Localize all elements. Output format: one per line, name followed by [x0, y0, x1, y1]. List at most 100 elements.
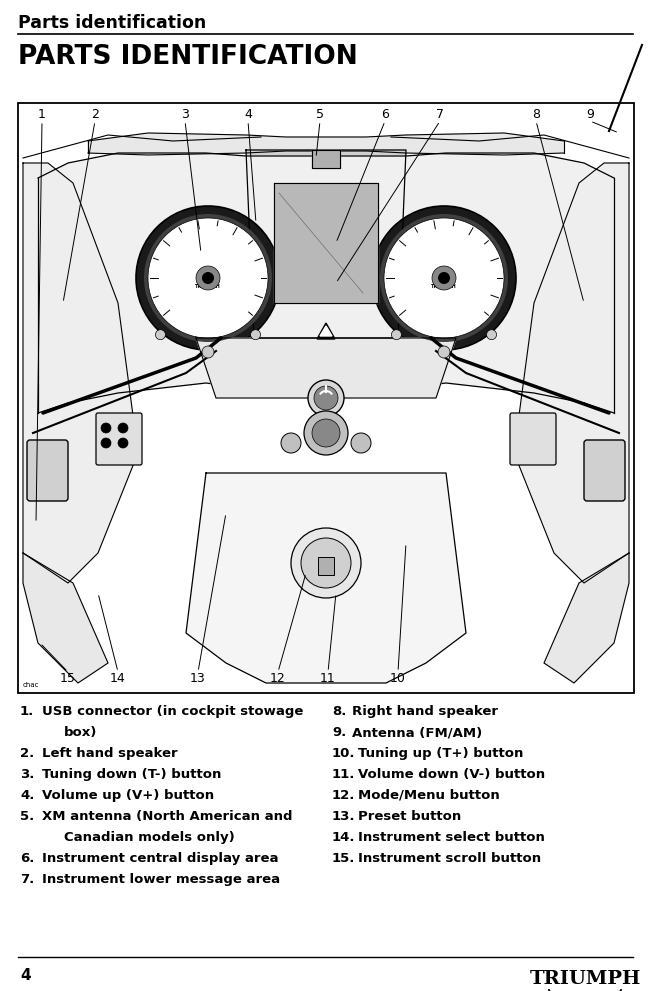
Text: Volume down (V-) button: Volume down (V-) button: [358, 768, 545, 781]
Text: Instrument select button: Instrument select button: [358, 831, 545, 844]
Polygon shape: [38, 153, 614, 413]
Circle shape: [304, 411, 348, 455]
Polygon shape: [88, 133, 564, 155]
FancyBboxPatch shape: [96, 413, 142, 465]
Text: Instrument scroll button: Instrument scroll button: [358, 852, 541, 865]
Circle shape: [351, 433, 371, 453]
Circle shape: [202, 346, 214, 358]
Polygon shape: [186, 473, 466, 683]
Text: 10.: 10.: [332, 747, 355, 760]
Text: XM antenna (North American and: XM antenna (North American and: [42, 810, 292, 823]
Text: USB connector (in cockpit stowage: USB connector (in cockpit stowage: [42, 705, 303, 718]
Text: 5.: 5.: [20, 810, 35, 823]
Circle shape: [148, 218, 268, 338]
Polygon shape: [514, 163, 629, 583]
Text: 9: 9: [586, 108, 594, 122]
Text: 11: 11: [320, 672, 336, 685]
Text: 13: 13: [190, 672, 206, 685]
Text: Preset button: Preset button: [358, 810, 462, 823]
Text: 15.: 15.: [332, 852, 355, 865]
Circle shape: [101, 438, 111, 448]
Text: 15: 15: [60, 672, 76, 685]
Circle shape: [432, 266, 456, 290]
Circle shape: [281, 433, 301, 453]
Text: 5: 5: [316, 108, 324, 122]
Text: TRIUMPH: TRIUMPH: [195, 283, 221, 288]
Text: 4.: 4.: [20, 789, 35, 802]
Text: 13.: 13.: [332, 810, 355, 823]
Circle shape: [391, 330, 402, 340]
Text: 6: 6: [381, 108, 389, 122]
Polygon shape: [317, 323, 335, 339]
Circle shape: [380, 214, 508, 342]
Circle shape: [312, 419, 340, 447]
Polygon shape: [544, 553, 629, 683]
Text: 14.: 14.: [332, 831, 355, 844]
Circle shape: [291, 528, 361, 598]
Text: 1.: 1.: [20, 705, 35, 718]
Text: 8.: 8.: [332, 705, 346, 718]
FancyBboxPatch shape: [27, 440, 68, 501]
Polygon shape: [312, 150, 340, 168]
Text: 4: 4: [244, 108, 252, 122]
Text: 1: 1: [38, 108, 46, 122]
Text: 7: 7: [436, 108, 444, 122]
Circle shape: [101, 423, 111, 433]
Text: 7.: 7.: [20, 873, 35, 886]
Circle shape: [372, 206, 516, 350]
Circle shape: [314, 386, 338, 410]
Text: TRIUMPH: TRIUMPH: [431, 283, 457, 288]
Polygon shape: [320, 326, 332, 336]
Text: 12: 12: [270, 672, 286, 685]
Polygon shape: [274, 183, 378, 303]
Polygon shape: [246, 150, 406, 338]
Circle shape: [196, 266, 220, 290]
Text: TRIUMPH: TRIUMPH: [529, 970, 641, 988]
Text: 11.: 11.: [332, 768, 355, 781]
Polygon shape: [23, 163, 138, 583]
Circle shape: [438, 346, 450, 358]
Circle shape: [438, 272, 450, 284]
Text: 6.: 6.: [20, 852, 35, 865]
Text: Antenna (FM/AM): Antenna (FM/AM): [352, 726, 482, 739]
Circle shape: [384, 218, 504, 338]
Polygon shape: [23, 553, 108, 683]
Text: 2: 2: [91, 108, 99, 122]
Text: Instrument lower message area: Instrument lower message area: [42, 873, 280, 886]
Text: Left hand speaker: Left hand speaker: [42, 747, 178, 760]
Text: Instrument central display area: Instrument central display area: [42, 852, 279, 865]
Circle shape: [144, 214, 272, 342]
Circle shape: [118, 423, 128, 433]
FancyBboxPatch shape: [584, 440, 625, 501]
FancyBboxPatch shape: [510, 413, 556, 465]
Circle shape: [136, 206, 280, 350]
Polygon shape: [196, 338, 456, 398]
Text: Tuning up (T+) button: Tuning up (T+) button: [358, 747, 523, 760]
Circle shape: [308, 380, 344, 416]
Text: 9.: 9.: [332, 726, 346, 739]
Text: 8: 8: [532, 108, 540, 122]
Text: 3.: 3.: [20, 768, 35, 781]
Text: chac: chac: [23, 682, 40, 688]
Text: 14: 14: [110, 672, 126, 685]
Text: PARTS IDENTIFICATION: PARTS IDENTIFICATION: [18, 44, 358, 70]
Bar: [18, 103, 634, 693]
Circle shape: [156, 330, 165, 340]
Text: 4: 4: [20, 968, 31, 983]
Text: Canadian models only): Canadian models only): [64, 831, 235, 844]
Text: Tuning down (T-) button: Tuning down (T-) button: [42, 768, 221, 781]
Circle shape: [301, 538, 351, 588]
Bar: [318, 557, 334, 575]
Circle shape: [486, 330, 497, 340]
Text: box): box): [64, 726, 98, 739]
Text: Mode/Menu button: Mode/Menu button: [358, 789, 500, 802]
Text: Volume up (V+) button: Volume up (V+) button: [42, 789, 214, 802]
Circle shape: [202, 272, 214, 284]
Text: Parts identification: Parts identification: [18, 14, 206, 32]
Text: 2.: 2.: [20, 747, 35, 760]
Circle shape: [118, 438, 128, 448]
Text: 3: 3: [181, 108, 189, 122]
Circle shape: [251, 330, 260, 340]
Text: Right hand speaker: Right hand speaker: [352, 705, 498, 718]
Text: 10: 10: [390, 672, 406, 685]
